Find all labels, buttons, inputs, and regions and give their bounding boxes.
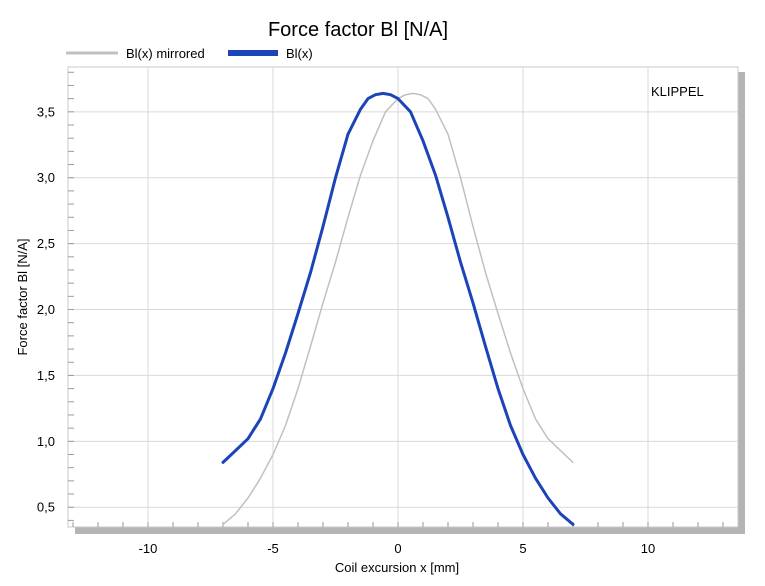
series-line-bl [221,91,575,526]
plot-shadow-right [738,72,745,534]
y-tick-label: 3,0 [37,170,55,185]
x-tick-label: 10 [641,541,655,556]
series-line-bl-mirrored [222,92,574,526]
tick-labels: -10 -5 0 5 10 0,5 1,0 1,5 2,0 2,5 3,0 3,5 [37,104,655,556]
y-axis-label: Force factor Bl [N/A] [15,238,30,355]
legend: Bl(x) mirrored Bl(x) [66,46,313,61]
grid [68,67,738,527]
legend-label-bl: Bl(x) [286,46,313,61]
series-group [221,91,575,526]
x-tick-label: -5 [267,541,279,556]
plot-area [67,66,739,528]
x-axis-label: Coil excursion x [mm] [335,560,459,575]
legend-label-bl-mirrored: Bl(x) mirrored [126,46,205,61]
x-tick-label: 5 [519,541,526,556]
y-tick-label: 1,5 [37,368,55,383]
y-tick-label: 0,5 [37,500,55,515]
y-tick-label: 2,0 [37,302,55,317]
x-tick-label: -10 [139,541,158,556]
y-tick-label: 3,5 [37,104,55,119]
y-tick-label: 1,0 [37,434,55,449]
chart-title: Force factor Bl [N/A] [268,19,448,41]
minor-ticks [68,71,724,527]
plot-shadow-bottom [75,527,745,534]
klippel-annotation: KLIPPEL [651,84,704,99]
x-tick-label: 0 [394,541,401,556]
y-tick-label: 2,5 [37,236,55,251]
